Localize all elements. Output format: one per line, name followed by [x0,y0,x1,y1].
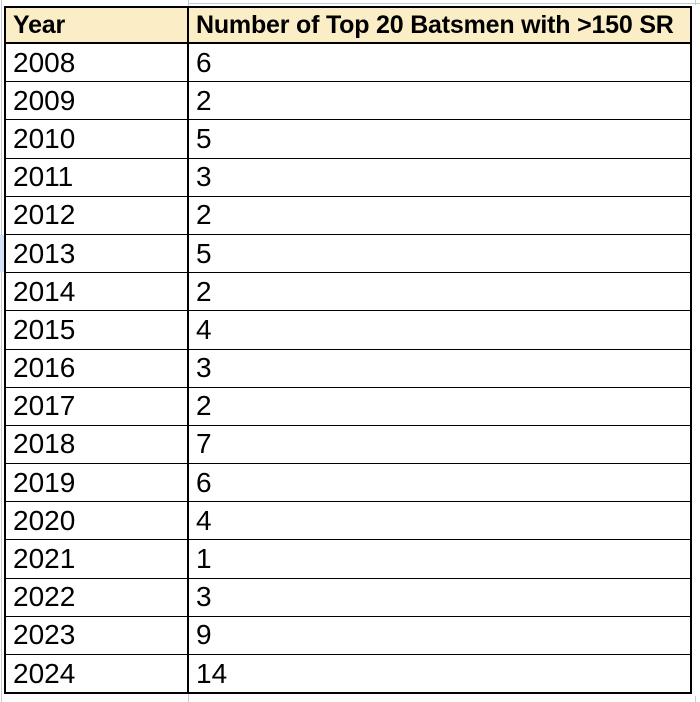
value-cell[interactable]: 7 [196,428,212,460]
value-cell[interactable]: 4 [196,504,212,536]
year-cell[interactable]: 2017 [6,387,189,425]
header-cell-year[interactable]: Year [6,8,189,42]
year-cell[interactable]: 2024 [6,655,189,693]
gridline-vertical-right-top [695,0,696,5]
table-row: 2012 2 [6,196,690,235]
table-row: 2009 2 [6,82,690,121]
table-row: 2011 3 [6,158,690,197]
gridline-vertical-right-bottom [695,696,696,702]
value-cell[interactable]: 2 [196,84,212,116]
value-cell[interactable]: 5 [196,237,212,269]
table-header-row: Year Number of Top 20 Batsmen with >150 … [6,8,690,44]
value-cell[interactable]: 6 [196,46,212,78]
table-row: 2018 7 [6,425,690,465]
year-cell[interactable]: 2011 [6,158,189,196]
table-body: 2008 6 2009 2 2010 5 2011 3 2012 2 2013 5 2014 2 2015 4… [6,44,690,693]
year-cell[interactable]: 2009 [6,82,189,120]
table-row: 2021 1 [6,540,690,579]
active-row-highlight-sliver [0,235,4,272]
table-row: 2015 4 [6,311,690,350]
table-row: 2010 5 [6,120,690,159]
table-row: 2014 2 [6,273,690,312]
header-cell-count[interactable]: Number of Top 20 Batsmen with >150 SR [196,10,674,39]
year-cell[interactable]: 2023 [6,616,189,654]
table-row: 2017 2 [6,387,690,426]
data-table: Year Number of Top 20 Batsmen with >150 … [4,6,692,695]
year-cell[interactable]: 2021 [6,540,189,578]
table-row: 2022 3 [6,578,690,617]
year-cell[interactable]: 2014 [6,273,189,311]
year-cell[interactable]: 2012 [6,196,189,234]
table-row: 2020 4 [6,502,690,541]
value-cell[interactable]: 1 [196,543,212,575]
year-cell[interactable]: 2010 [6,120,189,158]
value-cell[interactable]: 6 [196,466,212,498]
year-cell[interactable]: 2015 [6,311,189,349]
value-cell[interactable]: 2 [196,275,212,307]
table-row: 2019 6 [6,464,690,503]
value-cell[interactable]: 3 [196,161,212,193]
year-cell[interactable]: 2019 [6,464,189,502]
year-cell[interactable]: 2013 [6,234,189,273]
value-cell[interactable]: 2 [196,390,212,422]
value-cell[interactable]: 4 [196,313,212,345]
table-row: 2008 6 [6,44,690,83]
table-row: 2024 14 [6,655,690,693]
value-cell[interactable]: 5 [196,122,212,154]
table-row: 2023 9 [6,616,690,655]
year-cell[interactable]: 2020 [6,502,189,540]
value-cell[interactable]: 3 [196,352,212,384]
table-row: 2013 5 [6,234,690,274]
value-cell[interactable]: 9 [196,619,212,651]
year-cell[interactable]: 2018 [6,425,189,464]
value-cell[interactable]: 14 [196,657,228,689]
value-cell[interactable]: 3 [196,581,212,613]
year-cell[interactable]: 2022 [6,578,189,616]
year-cell[interactable]: 2016 [6,349,189,387]
table-row: 2016 3 [6,349,690,388]
gridline-horizontal-top [188,3,700,4]
year-cell[interactable]: 2008 [6,44,189,82]
value-cell[interactable]: 2 [196,199,212,231]
gridline-vertical-left [1,0,2,702]
